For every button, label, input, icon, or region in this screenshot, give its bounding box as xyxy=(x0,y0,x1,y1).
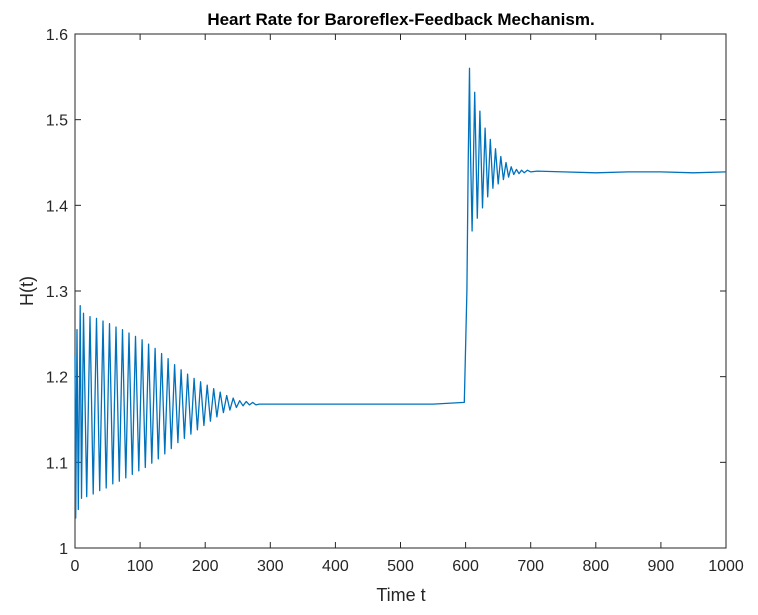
y-tick-label: 1.2 xyxy=(46,370,68,387)
y-tick-label: 1.3 xyxy=(46,284,68,301)
x-tick-label: 500 xyxy=(387,558,414,575)
axes-box xyxy=(74,33,727,549)
y-tick-label: 1.6 xyxy=(46,27,68,44)
heart-rate-series-line xyxy=(74,67,727,519)
x-tick-label: 900 xyxy=(648,558,675,575)
x-tick-label: 1000 xyxy=(708,558,744,575)
x-tick-label: 600 xyxy=(452,558,479,575)
x-tick-label: 700 xyxy=(517,558,544,575)
y-tick-label: 1 xyxy=(59,541,68,558)
x-tick-label: 800 xyxy=(582,558,609,575)
x-tick-label: 300 xyxy=(257,558,284,575)
chart-title: Heart Rate for Baroreflex-Feedback Mecha… xyxy=(207,10,594,29)
y-tick-label: 1.5 xyxy=(46,113,68,130)
x-tick-label: 0 xyxy=(71,558,80,575)
y-axis-label: H(t) xyxy=(17,276,37,306)
x-axis-label: Time t xyxy=(376,585,425,605)
x-tick-label: 400 xyxy=(322,558,349,575)
plot-area: 0 100 200 300 400 500 600 700 800 900 1000 1 1.1 1.2… xyxy=(46,27,744,575)
y-tick-label: 1.4 xyxy=(46,198,68,215)
y-axis: 1 1.1 1.2 1.3 1.4 1.5 1.6 xyxy=(46,27,726,558)
x-tick-label: 200 xyxy=(192,558,219,575)
x-tick-label: 100 xyxy=(127,558,154,575)
x-axis: 0 100 200 300 400 500 600 700 800 900 1000 xyxy=(71,34,744,575)
y-tick-label: 1.1 xyxy=(46,455,68,472)
